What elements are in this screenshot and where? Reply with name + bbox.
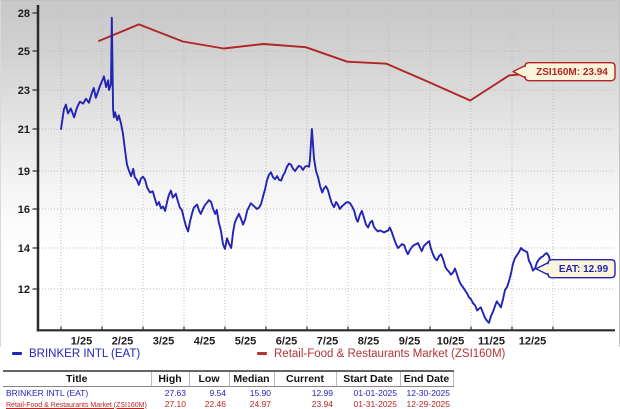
table-header-end-date: End Date xyxy=(400,370,454,387)
table-header-title: Title xyxy=(3,370,152,387)
svg-text:EAT: 12.99: EAT: 12.99 xyxy=(559,264,609,275)
table-header-start-date: Start Date xyxy=(336,370,401,387)
zsi160m-current: 23.94 xyxy=(311,398,333,409)
svg-text:19: 19 xyxy=(18,166,30,178)
svg-text:10/25: 10/25 xyxy=(437,336,465,348)
svg-text:6/25: 6/25 xyxy=(276,336,297,348)
price-chart-canvas: 28 25 23 21 19 16 14 12 1/25 2/25 3/25 4/25 5/25 6/25… xyxy=(18,5,616,348)
svg-text:8/25: 8/25 xyxy=(358,336,379,348)
table-header-low: Low xyxy=(189,370,230,387)
vertical-gridlines xyxy=(60,6,554,330)
table-header-high: High xyxy=(151,370,190,387)
svg-text:5/25: 5/25 xyxy=(235,336,256,348)
svg-text:11/25: 11/25 xyxy=(478,336,505,348)
svg-text:9/25: 9/25 xyxy=(399,336,420,348)
legend-item-zsi160m: Retail-Food & Restaurants Market (ZSI160… xyxy=(257,348,505,360)
svg-text:23: 23 xyxy=(18,85,30,97)
eat-line-swatch xyxy=(12,352,22,355)
zsi160m-price-line xyxy=(98,23,552,102)
chart-legend: BRINKER INTL (EAT) Retail-Food & Restaur… xyxy=(0,348,620,364)
axes xyxy=(36,5,615,332)
zsi160m-low: 22.46 xyxy=(204,398,226,409)
eat-value-callout: EAT: 12.99 xyxy=(535,259,616,279)
eat-price-line xyxy=(60,16,554,324)
table-row-eat: BRINKER INTL (EAT) 27.63 9.54 15.90 12.9… xyxy=(3,387,453,399)
zsi160m-end-date: 12-29-2025 xyxy=(406,398,450,409)
zsi160m-median: 24.97 xyxy=(249,398,271,409)
svg-text:16: 16 xyxy=(18,204,30,216)
table-header-current: Current xyxy=(274,370,337,387)
zsi160m-line-swatch xyxy=(257,352,267,355)
x-axis-labels: 1/25 2/25 3/25 4/25 5/25 6/25 7/25 8/25 9/25 10/2… xyxy=(71,336,546,348)
zsi160m-title-link[interactable]: Retail-Food & Restaurants Market (ZSI160… xyxy=(6,401,147,409)
y-axis-labels: 28 25 23 21 19 16 14 12 xyxy=(18,8,31,296)
svg-text:2/25: 2/25 xyxy=(112,336,133,348)
svg-text:1/25: 1/25 xyxy=(71,336,92,348)
eat-median: 15.90 xyxy=(249,387,271,398)
price-chart: 28 25 23 21 19 16 14 12 1/25 2/25 3/25 4/25 5/25 6/25… xyxy=(0,0,620,347)
svg-text:14: 14 xyxy=(18,243,31,255)
zsi160m-start-date: 01-31-2025 xyxy=(353,398,397,409)
svg-text:12/25: 12/25 xyxy=(519,336,547,348)
eat-low: 9.54 xyxy=(209,387,226,398)
svg-text:12: 12 xyxy=(18,284,30,296)
tick-marks xyxy=(32,12,554,330)
eat-title-cell: BRINKER INTL (EAT) xyxy=(6,387,89,398)
legend-label-eat: BRINKER INTL (EAT) xyxy=(29,348,141,360)
eat-high: 27.63 xyxy=(164,387,186,398)
svg-text:3/25: 3/25 xyxy=(153,336,174,348)
zsi160m-high: 27.10 xyxy=(164,398,186,409)
svg-text:21: 21 xyxy=(18,124,30,136)
zsi160m-value-callout: ZSI160M: 23.94 xyxy=(512,61,616,82)
svg-text:25: 25 xyxy=(18,46,30,58)
eat-start-date: 01-01-2025 xyxy=(353,387,397,398)
table-row-zsi160m: Retail-Food & Restaurants Market (ZSI160… xyxy=(3,398,453,409)
legend-item-eat: BRINKER INTL (EAT) xyxy=(12,348,140,360)
svg-text:7/25: 7/25 xyxy=(317,336,338,348)
legend-label-zsi160m: Retail-Food & Restaurants Market (ZSI160… xyxy=(274,348,506,360)
eat-end-date: 12-30-2025 xyxy=(406,387,450,398)
table-header-median: Median xyxy=(229,370,275,387)
svg-text:4/25: 4/25 xyxy=(194,336,215,348)
table-header-row: Title High Low Median Current Start Date… xyxy=(3,370,454,387)
eat-current: 12.99 xyxy=(311,387,333,398)
svg-text:28: 28 xyxy=(18,8,30,20)
quote-summary-table: Title High Low Median Current Start Date… xyxy=(3,370,454,409)
svg-text:ZSI160M: 23.94: ZSI160M: 23.94 xyxy=(536,67,608,78)
